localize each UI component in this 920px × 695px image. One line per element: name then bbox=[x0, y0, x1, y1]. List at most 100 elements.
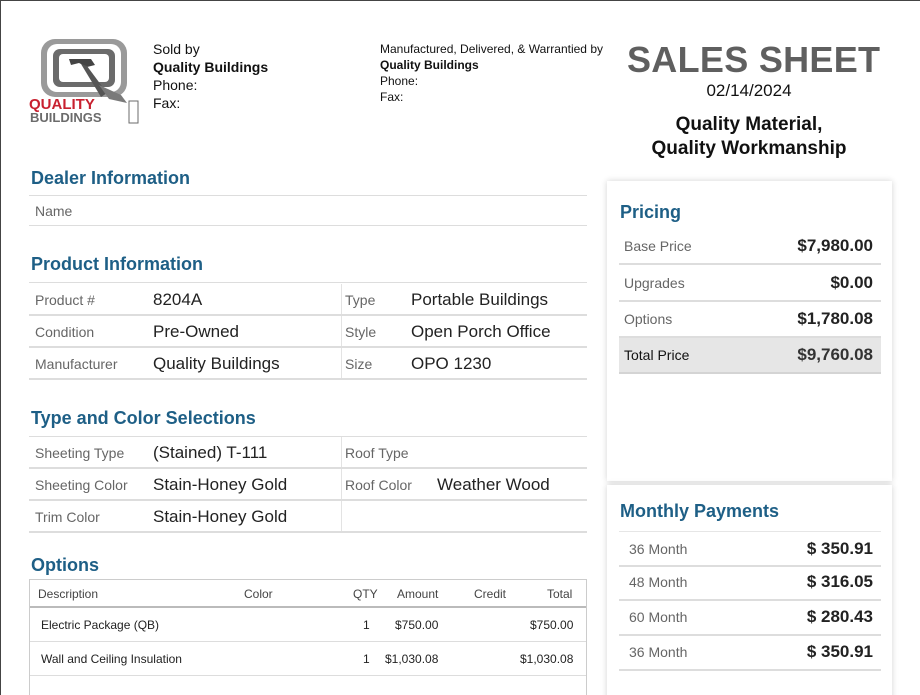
payment-row: 36 Month $ 350.91 bbox=[619, 531, 881, 567]
manufacturer-value: Quality Buildings bbox=[153, 354, 280, 373]
roof-type-label: Roof Type bbox=[345, 445, 409, 461]
options-price-label: Options bbox=[624, 311, 673, 327]
color-row: Sheeting Color Stain-Honey Gold Roof Col… bbox=[29, 469, 587, 501]
sheeting-color-value: Stain-Honey Gold bbox=[153, 475, 288, 494]
option-amount: $1,030.08 bbox=[385, 652, 439, 666]
options-table-header: Description Color QTY Amount Credit Tota… bbox=[30, 580, 586, 608]
condition-value: Pre-Owned bbox=[153, 322, 239, 341]
payment-row: 36 Month $ 350.91 bbox=[619, 635, 881, 671]
product-number-label: Product # bbox=[35, 292, 95, 308]
col-credit: Credit bbox=[474, 587, 507, 601]
size-value: OPO 1230 bbox=[411, 354, 492, 373]
type-value: Portable Buildings bbox=[411, 290, 549, 309]
tagline-line-2: Quality Workmanship bbox=[651, 138, 847, 159]
svg-text:QUALITY: QUALITY bbox=[29, 96, 95, 113]
sold-by-block: Sold by Quality Buildings Phone: Fax: bbox=[153, 40, 268, 112]
upgrades-value: $0.00 bbox=[830, 273, 873, 292]
product-information-heading: Product Information bbox=[31, 254, 203, 274]
col-total: Total bbox=[547, 587, 573, 601]
divider bbox=[29, 436, 587, 437]
quality-buildings-logo: QUALITY BUILDINGS bbox=[29, 37, 141, 127]
payment-term: 48 Month bbox=[629, 574, 688, 590]
pricing-panel: Pricing Base Price $7,980.00 Upgrades $0… bbox=[607, 181, 892, 481]
trim-color-value: Stain-Honey Gold bbox=[153, 507, 288, 526]
payment-amount: $ 316.05 bbox=[806, 572, 873, 591]
svg-text:BUILDINGS: BUILDINGS bbox=[30, 110, 102, 125]
style-label: Style bbox=[345, 324, 377, 340]
price-row-total: Total Price $9,760.08 bbox=[619, 338, 881, 374]
seller-name: Quality Buildings bbox=[153, 59, 269, 75]
monthly-payments-panel: Monthly Payments 36 Month $ 350.91 48 Mo… bbox=[607, 485, 892, 695]
column-divider bbox=[341, 316, 342, 346]
payment-amount: $ 350.91 bbox=[806, 539, 873, 558]
payment-amount: $ 350.91 bbox=[806, 642, 873, 661]
payment-term: 60 Month bbox=[629, 609, 688, 625]
page-title: SALES SHEET bbox=[627, 39, 881, 80]
col-description: Description bbox=[38, 587, 99, 601]
base-price-value: $7,980.00 bbox=[797, 236, 873, 255]
payment-term: 36 Month bbox=[629, 644, 688, 660]
divider bbox=[29, 195, 587, 196]
sheeting-type-label: Sheeting Type bbox=[35, 445, 125, 461]
color-row: Trim Color Stain-Honey Gold bbox=[29, 501, 587, 533]
options-table: Description Color QTY Amount Credit Tota… bbox=[29, 579, 587, 695]
sold-by-label: Sold by bbox=[153, 41, 200, 57]
seller-fax-label: Fax: bbox=[153, 95, 181, 111]
manufacturer-name: Quality Buildings bbox=[380, 58, 479, 72]
manufacturer-fax-label: Fax: bbox=[380, 90, 404, 104]
total-price-value: $9,760.08 bbox=[797, 345, 873, 364]
col-amount: Amount bbox=[397, 587, 439, 601]
sheet-date: 02/14/2024 bbox=[706, 81, 792, 100]
pricing-heading: Pricing bbox=[620, 202, 682, 222]
option-total: $1,030.08 bbox=[520, 652, 574, 666]
col-qty: QTY bbox=[353, 587, 378, 601]
monthly-payments-heading: Monthly Payments bbox=[620, 501, 780, 521]
payment-row: 60 Month $ 280.43 bbox=[619, 600, 881, 636]
payment-row: 48 Month $ 316.05 bbox=[619, 565, 881, 601]
option-total: $750.00 bbox=[530, 618, 574, 632]
table-row: Wall and Ceiling Insulation 1 $1,030.08 … bbox=[30, 642, 586, 676]
options-price-value: $1,780.08 bbox=[797, 309, 873, 328]
column-divider bbox=[341, 348, 342, 378]
payment-amount: $ 280.43 bbox=[806, 607, 873, 626]
total-price-label: Total Price bbox=[624, 347, 690, 363]
size-label: Size bbox=[345, 356, 373, 372]
option-description: Wall and Ceiling Insulation bbox=[41, 652, 182, 666]
manufacturer-phone-label: Phone: bbox=[380, 74, 419, 88]
dealer-name-label: Name bbox=[35, 203, 73, 219]
trim-color-label: Trim Color bbox=[35, 509, 100, 525]
option-description: Electric Package (QB) bbox=[41, 618, 160, 632]
seller-phone-label: Phone: bbox=[153, 77, 198, 93]
column-divider bbox=[341, 469, 342, 499]
color-row: Sheeting Type (Stained) T-111 Roof Type bbox=[29, 437, 587, 469]
dealer-information-heading: Dealer Information bbox=[31, 168, 191, 188]
style-value: Open Porch Office bbox=[411, 322, 551, 341]
option-amount: $750.00 bbox=[395, 618, 439, 632]
divider bbox=[29, 282, 587, 283]
column-divider bbox=[341, 501, 342, 531]
price-row-base: Base Price $7,980.00 bbox=[619, 229, 881, 265]
manufacturer-label: Manufactured, Delivered, & Warrantied by bbox=[380, 42, 603, 56]
column-divider bbox=[341, 284, 342, 314]
divider bbox=[29, 225, 587, 226]
roof-color-value: Weather Wood bbox=[437, 475, 550, 494]
manufacturer-block: Manufactured, Delivered, & Warrantied by… bbox=[380, 41, 603, 105]
column-divider bbox=[341, 437, 342, 467]
payment-term: 36 Month bbox=[629, 541, 688, 557]
manufacturer-label: Manufacturer bbox=[35, 356, 118, 372]
product-row: Product # 8204A Type Portable Buildings bbox=[29, 284, 587, 316]
condition-label: Condition bbox=[35, 324, 95, 340]
price-row-options: Options $1,780.08 bbox=[619, 302, 881, 338]
upgrades-label: Upgrades bbox=[624, 275, 685, 291]
price-row-upgrades: Upgrades $0.00 bbox=[619, 266, 881, 302]
tagline-line-1: Quality Material, bbox=[675, 114, 823, 135]
option-qty: 1 bbox=[363, 618, 370, 632]
product-number-value: 8204A bbox=[153, 290, 203, 309]
base-price-label: Base Price bbox=[624, 238, 692, 254]
option-qty: 1 bbox=[363, 652, 370, 666]
type-label: Type bbox=[345, 292, 376, 308]
product-row: Manufacturer Quality Buildings Size OPO … bbox=[29, 348, 587, 380]
sheeting-type-value: (Stained) T-111 bbox=[153, 443, 268, 462]
type-color-heading: Type and Color Selections bbox=[31, 408, 256, 428]
